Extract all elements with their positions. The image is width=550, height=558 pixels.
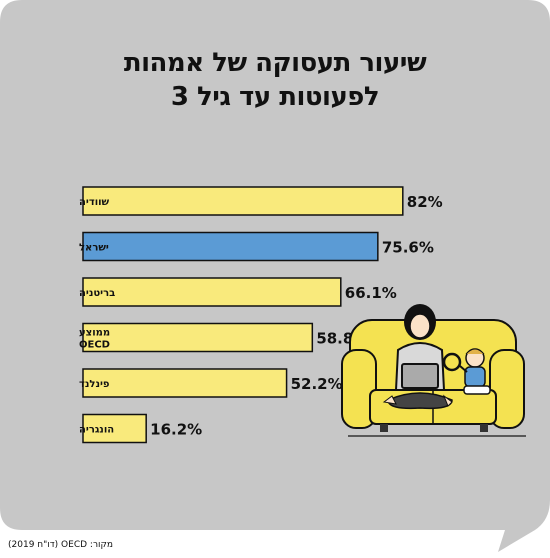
category-label-1: ישראל bbox=[79, 243, 109, 254]
value-label-2: 66.1% bbox=[345, 284, 397, 302]
bar-3 bbox=[82, 322, 314, 353]
bar-1 bbox=[82, 231, 379, 262]
bar-5 bbox=[82, 413, 147, 444]
bar-0 bbox=[82, 186, 404, 216]
chart-title-line1: שיעור תעסוקה של אמהות bbox=[123, 48, 427, 78]
category-label-3: ממוצע OECD bbox=[79, 328, 110, 351]
value-label-5: 16.2% bbox=[150, 421, 202, 439]
category-label-5: הונגריה bbox=[79, 425, 114, 436]
value-label-1: 75.6% bbox=[382, 239, 434, 257]
chart-title-line2: לפעוטות עד גיל 3 bbox=[170, 82, 380, 112]
category-label-4: פינלנד bbox=[79, 379, 110, 390]
value-label-0: 82% bbox=[407, 193, 443, 211]
category-label-2: בריטניה bbox=[79, 288, 115, 299]
value-label-4: 52.2% bbox=[291, 375, 343, 393]
category-label-0: שוודיה bbox=[79, 197, 110, 208]
bar-4 bbox=[82, 368, 288, 398]
bar-2 bbox=[82, 277, 342, 307]
source-note: מקור: OECD (דו"ח 2019) bbox=[8, 540, 113, 550]
woman-child-sofa-illustration bbox=[341, 304, 526, 437]
